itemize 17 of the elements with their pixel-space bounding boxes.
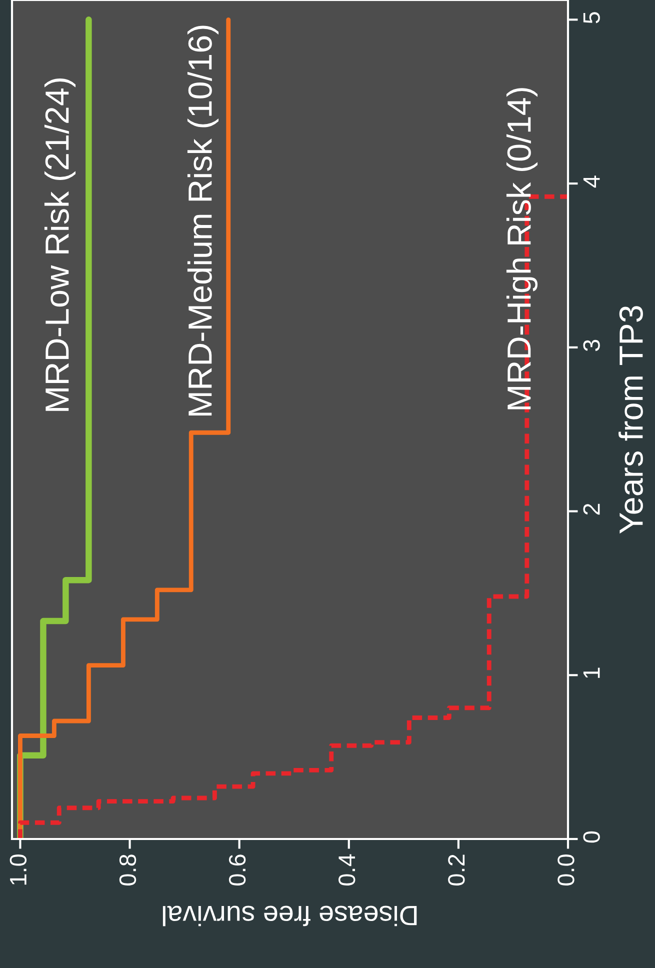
y-tick-label: 2 bbox=[583, 504, 600, 515]
annotation: MRD-Medium Risk (10/16) bbox=[187, 26, 219, 416]
y-tick-label: 1 bbox=[583, 668, 600, 678]
x-tick-label: 0.8 bbox=[119, 854, 136, 886]
x-tick-label: 1.0 bbox=[10, 854, 27, 885]
x-tick-label: 0.2 bbox=[448, 854, 465, 886]
y-tick-label: 5 bbox=[583, 12, 600, 24]
annotation: MRD-Low Risk (21/24) bbox=[44, 78, 76, 411]
x-tick-label: 0.4 bbox=[338, 854, 356, 886]
x-tick-label: 0.6 bbox=[228, 854, 246, 886]
x-tick-label: 0.0 bbox=[558, 854, 574, 886]
y-tick-label: 0 bbox=[583, 831, 600, 843]
y-tick-label: 3 bbox=[583, 340, 600, 352]
y-tick-label: 4 bbox=[583, 176, 600, 188]
y-axis-title: Years from TP3 bbox=[618, 306, 643, 534]
x-axis-title: Disease free survival bbox=[162, 906, 417, 926]
annotation: MRD-High Risk (0/14) bbox=[506, 88, 538, 410]
